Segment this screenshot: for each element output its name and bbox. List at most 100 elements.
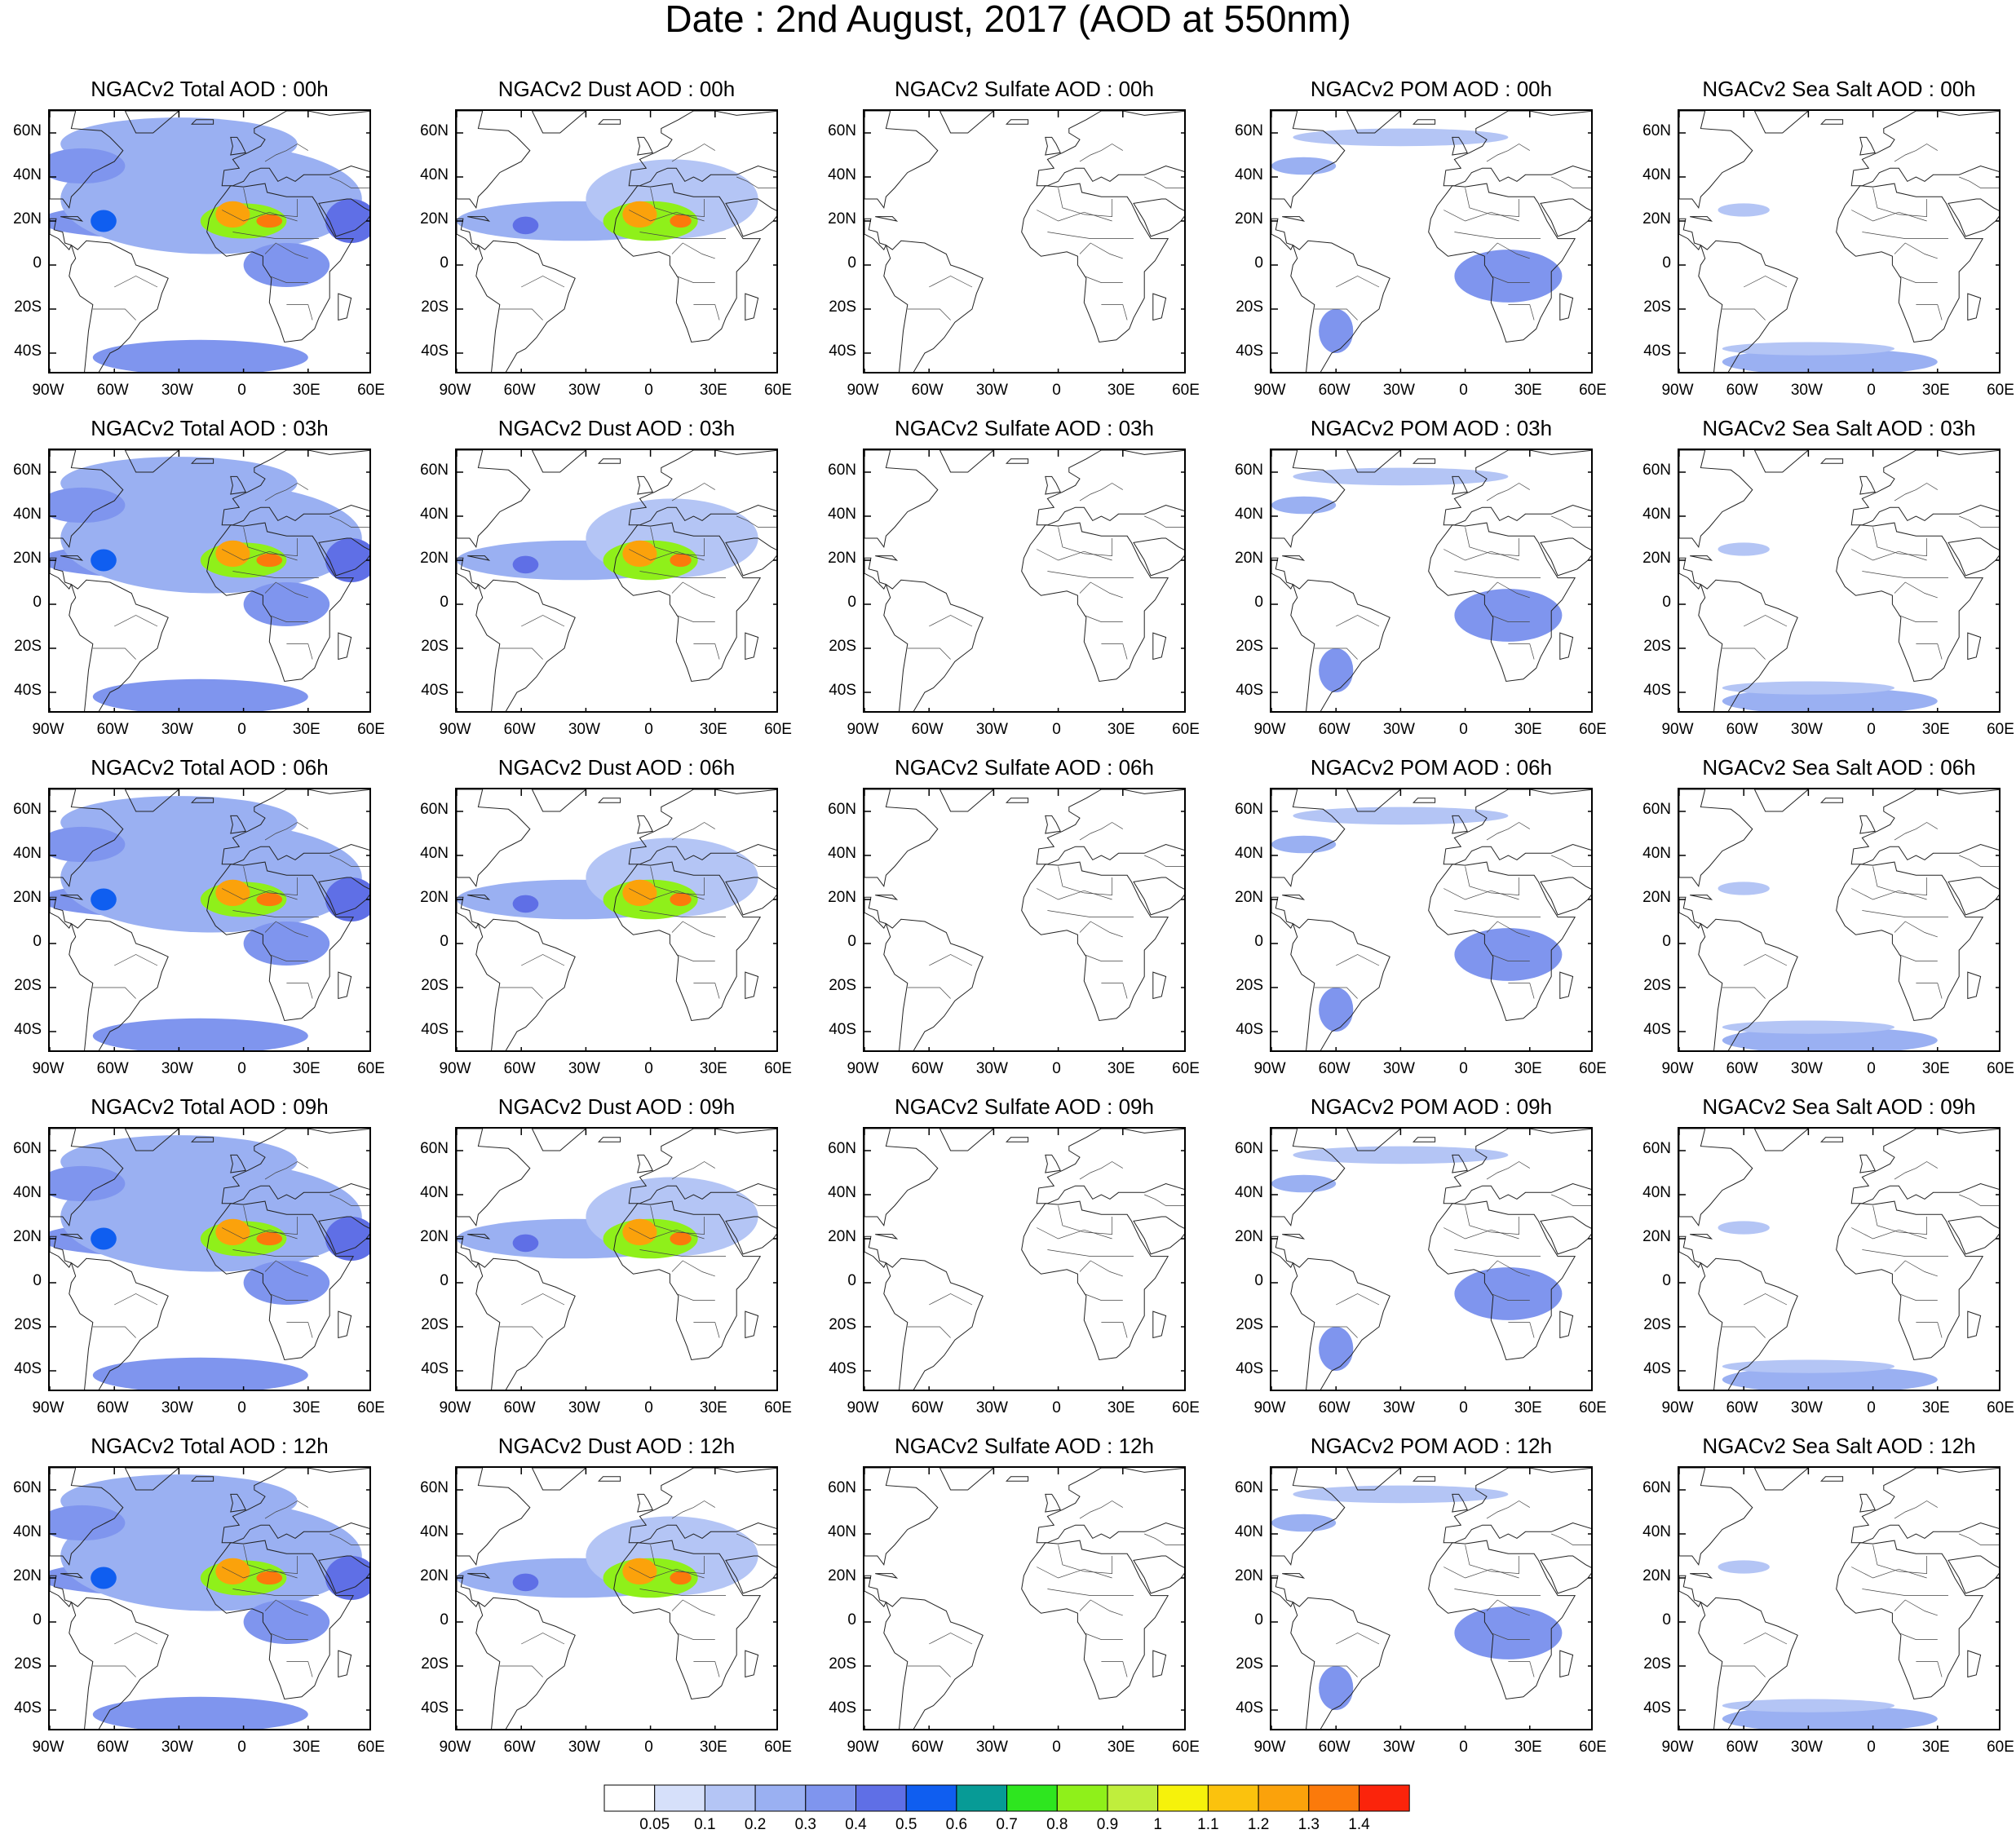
country-border — [1454, 232, 1541, 239]
country-border — [639, 1589, 726, 1596]
country-border — [329, 1533, 369, 1545]
map-panel — [863, 109, 1186, 373]
lat-tick-label: 20N — [1642, 889, 1671, 906]
country-border — [1486, 822, 1530, 841]
aod-field — [1271, 1146, 1563, 1371]
lat-tick-label: 60N — [828, 1479, 856, 1496]
coastline — [1006, 119, 1029, 125]
country-border — [264, 822, 308, 841]
lat-tick-label: 20N — [828, 1567, 856, 1584]
lon-tick-label: 30W — [1382, 721, 1415, 738]
lat-tick-label: 60N — [1235, 1479, 1263, 1496]
colorbar-label: 0.2 — [744, 1816, 767, 1833]
lon-tick-label: 30E — [1107, 1399, 1135, 1416]
lon-tick-label: 30E — [1514, 721, 1542, 738]
lat-tick-label: 60N — [420, 801, 449, 818]
lon-tick-label: 60E — [1987, 382, 2014, 399]
coastline — [221, 111, 369, 187]
aod-contour — [215, 540, 250, 568]
lon-tick-label: 90W — [1661, 1739, 1694, 1756]
coastline — [883, 1597, 984, 1729]
coastline — [628, 1468, 776, 1544]
coastlines — [457, 1129, 776, 1390]
map-canvas — [864, 1129, 1184, 1390]
coastline — [883, 1257, 984, 1390]
coastline — [1753, 789, 1810, 812]
aod-contour — [1271, 1174, 1337, 1193]
country-border — [1894, 1500, 1938, 1519]
country-border — [1486, 1500, 1530, 1519]
map-panel — [1270, 109, 1593, 373]
coastlines — [1679, 789, 1999, 1050]
coastline — [1679, 218, 1702, 250]
coastline — [1947, 877, 1999, 916]
coastline — [1679, 557, 1702, 590]
aod-contour — [1293, 1146, 1509, 1164]
country-border — [1084, 1633, 1123, 1640]
lon-tick-label: 60E — [1579, 382, 1607, 399]
aod-contour — [91, 549, 117, 572]
coastlines — [457, 111, 776, 372]
aod-contour — [60, 1500, 362, 1611]
country-border — [671, 1161, 715, 1180]
coastline — [1967, 1650, 1982, 1678]
coastline — [1698, 1597, 1798, 1729]
coastline — [1679, 896, 1702, 929]
coastline — [1967, 971, 1982, 1000]
aod-contour — [325, 538, 369, 582]
aod-contour — [1319, 648, 1354, 692]
coastline — [1698, 240, 1798, 372]
lon-tick-label: 90W — [847, 1060, 879, 1077]
aod-contour — [622, 879, 657, 907]
map-panel — [1678, 449, 2001, 713]
lon-tick-label: 60E — [1987, 721, 2014, 738]
country-border — [671, 921, 715, 938]
coastline — [1346, 789, 1402, 812]
coastline — [637, 1154, 653, 1173]
lat-tick-label: 40S — [1236, 682, 1263, 699]
coastline — [1413, 1137, 1436, 1142]
lon-tick-label: 90W — [439, 1399, 471, 1416]
coastline — [1947, 1555, 1999, 1594]
colorbar-swatch — [855, 1784, 907, 1812]
coastline — [637, 815, 653, 834]
lon-tick-label: 60W — [503, 721, 536, 738]
coastline — [1443, 1129, 1591, 1204]
country-border — [1047, 1249, 1134, 1257]
country-border — [907, 987, 951, 999]
country-border — [1894, 822, 1938, 841]
aod-contour — [325, 199, 369, 243]
lon-tick-label: 60E — [1579, 1399, 1607, 1416]
coastline — [1271, 1235, 1294, 1268]
coastline — [745, 1650, 759, 1678]
coastline — [1540, 1216, 1591, 1255]
lon-tick-label: 60E — [357, 1399, 385, 1416]
map-canvas — [50, 1468, 369, 1729]
country-border — [92, 1326, 136, 1338]
coastline — [467, 555, 491, 561]
coastline — [1690, 1573, 1713, 1579]
coastline — [1346, 1468, 1402, 1491]
coastline — [206, 1200, 355, 1361]
lat-tick-label: 60N — [1642, 122, 1671, 139]
coastline — [1271, 1468, 1346, 1567]
lat-tick-label: 0 — [440, 254, 449, 272]
country-border — [1851, 549, 1927, 561]
country-border — [907, 1326, 951, 1338]
country-border — [1454, 910, 1541, 917]
country-border — [264, 581, 308, 599]
country-border — [243, 1545, 298, 1574]
coastlines — [864, 1468, 1184, 1729]
coastline — [1045, 136, 1061, 156]
country-border — [907, 1665, 951, 1677]
lat-tick-label: 20N — [828, 1228, 856, 1245]
country-border — [1079, 1260, 1123, 1277]
coastline — [613, 183, 762, 343]
country-border — [1899, 276, 1938, 283]
aod-field — [1718, 542, 1938, 711]
country-border — [1047, 1589, 1134, 1596]
coastline — [939, 1129, 995, 1151]
coastline — [338, 1650, 352, 1678]
country-border — [1894, 242, 1938, 259]
lon-tick-label: 60W — [1318, 382, 1351, 399]
